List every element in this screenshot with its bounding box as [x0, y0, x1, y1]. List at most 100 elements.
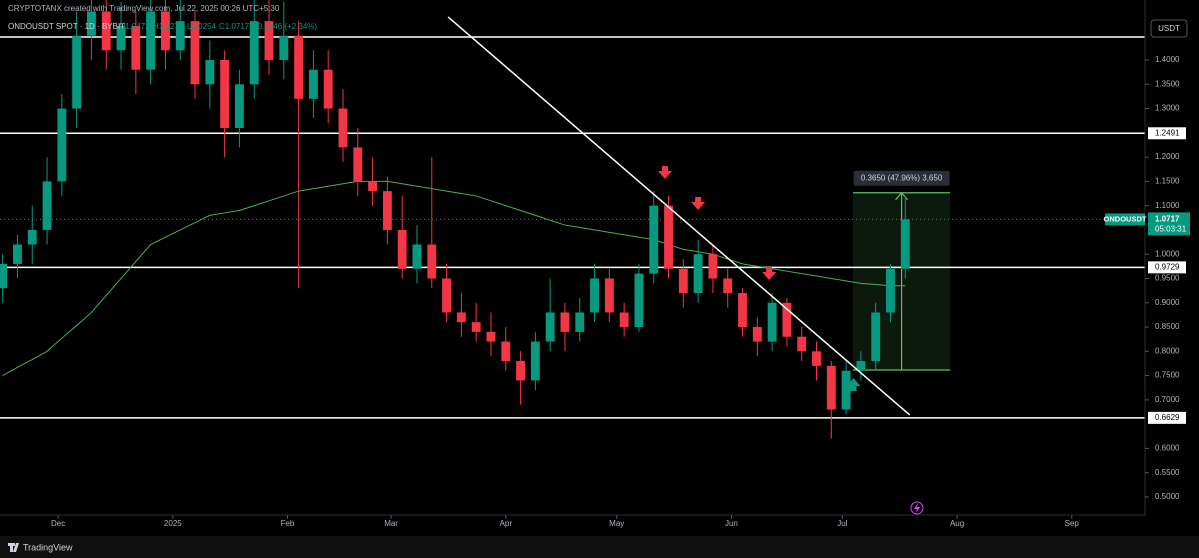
candle-body: [471, 322, 481, 332]
plot-area: 0.3650 (47.96%) 3,650: [0, 0, 1145, 439]
candle-body: [752, 327, 762, 342]
candle-body: [190, 21, 200, 85]
candle-body: [131, 26, 141, 70]
level-label: 1.2491: [1155, 128, 1180, 137]
footer-text: TradingView: [23, 542, 73, 552]
candle-body: [590, 278, 599, 313]
y-tick-label: 1.0000: [1155, 249, 1180, 258]
change: +0.0246 (+2.34%): [253, 22, 317, 31]
measure-label-box: [853, 170, 950, 186]
level-label-box: [1148, 127, 1186, 140]
candle-body: [13, 244, 22, 264]
y-tick-label: 0.5500: [1155, 468, 1180, 477]
moving-average: [2, 180, 906, 377]
candle-body: [797, 336, 807, 352]
candle-body: [486, 331, 496, 342]
candle-body: [249, 21, 259, 85]
candle-body: [664, 205, 673, 269]
candle-body: [634, 273, 644, 328]
candle-body: [886, 268, 895, 313]
last-price-box: [1148, 212, 1190, 236]
candle-body: [767, 302, 777, 342]
candle-body: [308, 69, 318, 99]
level-label: 0.9729: [1155, 262, 1180, 271]
trendline: [447, 16, 911, 416]
candle-body: [72, 35, 82, 109]
candle-body: [619, 312, 629, 328]
y-tick-label: 1.3500: [1155, 79, 1180, 88]
x-tick-label: 2025: [164, 519, 182, 528]
close: C1.0717: [219, 22, 250, 31]
candle-body: [501, 341, 511, 362]
candle-body: [708, 254, 718, 279]
candle-body: [294, 35, 304, 99]
candle-body: [220, 60, 230, 128]
candle-body: [160, 11, 170, 51]
x-tick-label: Jun: [725, 519, 738, 528]
y-tick-label: 1.1500: [1155, 176, 1180, 185]
y-tick-label: 1.4000: [1155, 55, 1180, 64]
candle-body: [678, 268, 688, 294]
candle-body: [279, 35, 289, 61]
down-arrow: [657, 165, 672, 179]
candle-body: [427, 244, 437, 279]
level-label-box: [1148, 261, 1186, 274]
candle-body: [42, 181, 52, 230]
open: O1.0472: [119, 22, 150, 31]
candle-body: [575, 312, 585, 332]
y-tick-label: 1.2000: [1155, 152, 1180, 161]
candle-body: [146, 11, 156, 70]
last-price-name: ONDOUSDT: [1104, 214, 1147, 223]
candle-body: [900, 219, 910, 269]
last-price-value: 1.0717: [1155, 214, 1180, 223]
y-tick-label: 0.5000: [1155, 492, 1180, 501]
down-arrow: [762, 267, 777, 281]
candle-body: [338, 108, 348, 148]
y-tick-label: 1.3000: [1155, 104, 1180, 113]
legend: ONDOUSDT SPOT · 1D · BYBIT O1.0472 H1.12…: [8, 22, 317, 31]
candle-body: [649, 205, 659, 274]
x-tick-label: Aug: [950, 519, 964, 528]
countdown: 05:03:31: [1155, 224, 1187, 233]
y-tick-label: 0.8000: [1155, 346, 1180, 355]
x-tick-label: Jul: [837, 519, 847, 528]
currency[interactable]: USDT: [1158, 24, 1180, 33]
currency-button[interactable]: [1150, 19, 1188, 38]
y-tick-label: 0.9500: [1155, 274, 1180, 283]
level-label: 0.6629: [1155, 413, 1180, 422]
candle-body: [397, 229, 407, 269]
candle-body: [412, 244, 422, 269]
candle-body: [826, 365, 836, 410]
candle-body: [57, 108, 67, 182]
candle-body: [782, 302, 792, 337]
candle-body: [871, 312, 881, 362]
candle-body: [856, 361, 866, 371]
x-tick-label: Dec: [51, 519, 65, 528]
y-tick-label: 0.9000: [1155, 298, 1180, 307]
event-icon[interactable]: [910, 501, 924, 515]
candle-body: [87, 11, 96, 36]
x-tick-label: Feb: [281, 519, 295, 528]
low: L1.0254: [187, 22, 216, 31]
candle-body: [560, 312, 570, 332]
candle-body: [738, 293, 747, 328]
y-tick-label: 0.8500: [1155, 322, 1180, 331]
x-tick-label: May: [609, 519, 624, 528]
candle-body: [530, 341, 540, 381]
candle-body: [264, 21, 274, 61]
level-label-box: [1148, 411, 1186, 424]
candle-body: [205, 60, 215, 85]
down-arrow: [691, 196, 706, 210]
symbol: ONDOUSDT SPOT · 1D · BYBIT: [8, 22, 125, 31]
y-tick-label: 0.6000: [1155, 444, 1180, 453]
candle-body: [545, 312, 555, 342]
high: H1.1270: [153, 22, 184, 31]
footer-logo: [8, 543, 19, 552]
x-tick-label: Mar: [384, 519, 398, 528]
candle-body: [516, 361, 526, 381]
candle-body: [693, 254, 703, 294]
event-bolt: [914, 503, 920, 513]
x-tick-label: Sep: [1065, 519, 1080, 528]
